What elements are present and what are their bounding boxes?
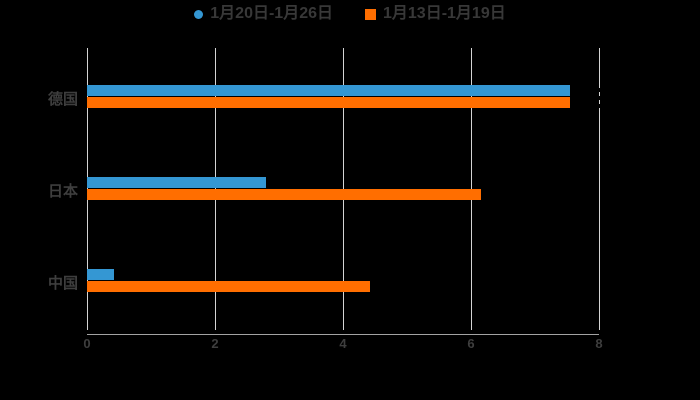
x-axis-line	[87, 334, 599, 335]
x-tick-label-0: 0	[83, 336, 91, 351]
x-tick-label-6: 6	[467, 336, 475, 351]
bar-series0-1	[87, 177, 266, 188]
gridline-8	[599, 48, 600, 84]
bar-series1-1	[87, 189, 481, 200]
category-label-0: 德国	[47, 91, 78, 108]
x-tick-label-2: 2	[211, 336, 219, 351]
legend-marker-circle-icon	[194, 9, 204, 19]
x-tick-label-8: 8	[595, 336, 603, 351]
legend-label: 1月13日-1月19日	[383, 5, 506, 22]
legend-item-series-2[interactable]: 1月13日-1月19日	[365, 4, 506, 24]
gridline-8	[599, 110, 600, 330]
gridline-8-dashed-segment	[599, 84, 600, 110]
x-tick-label-4: 4	[339, 336, 347, 351]
bar-series0-0	[87, 85, 570, 96]
legend-marker-square-icon	[365, 8, 376, 20]
category-label-2: 中国	[47, 275, 78, 292]
bar-series1-0	[87, 97, 571, 108]
bar-series1-2	[87, 281, 370, 292]
bar-series0-2	[87, 269, 114, 280]
legend-item-series-1[interactable]: 1月20日-1月26日	[194, 4, 333, 24]
legend-label: 1月20日-1月26日	[210, 5, 333, 22]
chart-legend: 1月20日-1月26日 1月13日-1月19日	[0, 3, 700, 25]
category-label-1: 日本	[47, 183, 78, 200]
